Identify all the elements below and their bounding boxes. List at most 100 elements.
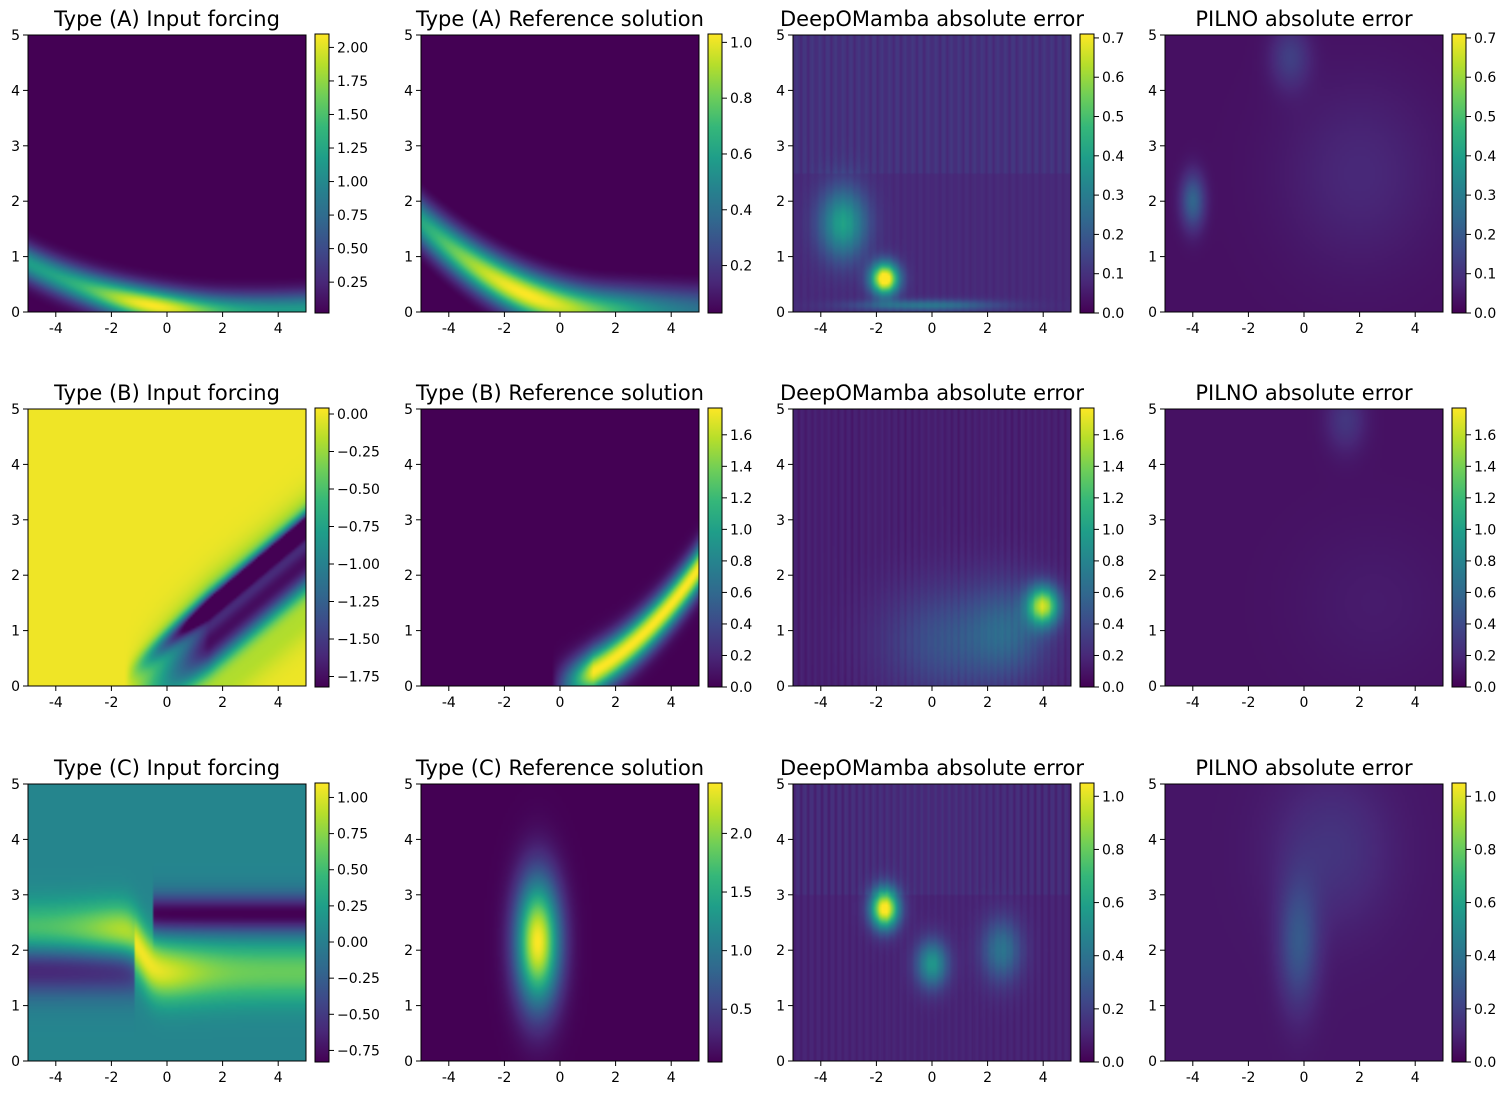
colorbar-tick-label: 0.4 bbox=[730, 203, 752, 219]
y-tick-label: 3 bbox=[776, 139, 785, 155]
y-tick-label: 0 bbox=[1148, 305, 1157, 321]
x-tick-label: -4 bbox=[49, 1070, 63, 1086]
colorbar-tick-label: 1.6 bbox=[1102, 428, 1124, 444]
colorbar-tick-label: 0.00 bbox=[337, 935, 368, 951]
panel-3-2: Type (C) Reference solution -4 -2 0 2 4 0 1 2 3 4 5… bbox=[404, 756, 752, 1086]
y-tick-label: 5 bbox=[776, 402, 785, 418]
colorbar-tick-label: 0.25 bbox=[337, 275, 368, 291]
colorbar-tick-label: 0.3 bbox=[1474, 188, 1496, 204]
colorbar-tick-label: 0.5 bbox=[1102, 110, 1124, 126]
y-tick-label: 0 bbox=[404, 679, 413, 695]
colorbar-tick-label: 0.6 bbox=[1102, 585, 1124, 601]
y-tick-label: 5 bbox=[776, 777, 785, 793]
y-tick-label: 0 bbox=[11, 1054, 20, 1070]
colorbar-tick-label: 1.6 bbox=[730, 428, 752, 444]
colorbar-tick-label: 1.0 bbox=[1102, 522, 1124, 538]
x-tick-label: 4 bbox=[1039, 1070, 1048, 1086]
x-tick-label: -4 bbox=[1186, 1070, 1200, 1086]
x-tick-label: 4 bbox=[1411, 695, 1420, 711]
heatmap-image bbox=[793, 409, 1071, 686]
x-tick-label: 2 bbox=[983, 321, 992, 337]
panel-title: Type (C) Reference solution bbox=[415, 756, 704, 780]
heatmap-image bbox=[28, 409, 306, 686]
y-tick-label: 0 bbox=[404, 305, 413, 321]
y-tick-label: 5 bbox=[1148, 402, 1157, 418]
colorbar-tick-label: −0.50 bbox=[337, 482, 380, 498]
colorbar-tick-label: 0.8 bbox=[730, 554, 752, 570]
x-tick-label: -2 bbox=[497, 1070, 511, 1086]
colorbar-tick-label: 0.0 bbox=[1102, 306, 1124, 322]
colorbar-tick-label: 0.0 bbox=[1474, 1055, 1496, 1071]
y-tick-label: 4 bbox=[11, 457, 20, 473]
y-tick-label: 1 bbox=[404, 624, 413, 640]
colorbar-tick-label: −0.75 bbox=[337, 1043, 380, 1059]
colorbar-tick-label: 1.0 bbox=[730, 522, 752, 538]
x-tick-label: 2 bbox=[611, 321, 620, 337]
x-tick-label: -4 bbox=[442, 1070, 456, 1086]
x-tick-label: 0 bbox=[928, 1070, 937, 1086]
colorbar-tick-label: 1.2 bbox=[730, 491, 752, 507]
colorbar-tick-label: 1.2 bbox=[1474, 491, 1496, 507]
colorbar-tick-label: 1.4 bbox=[1474, 459, 1496, 475]
y-tick-label: 3 bbox=[776, 888, 785, 904]
panel-title: Type (B) Input forcing bbox=[53, 381, 280, 405]
colorbar bbox=[314, 407, 330, 688]
colorbar-tick-label: −1.50 bbox=[337, 632, 380, 648]
panel-3-1: Type (C) Input forcing -4 -2 0 2 4 0 1 2 3 4 5 1.00 0… bbox=[11, 756, 380, 1086]
x-tick-label: -4 bbox=[442, 695, 456, 711]
heatmap-image bbox=[793, 35, 1071, 312]
y-tick-label: 0 bbox=[776, 1054, 785, 1070]
x-tick-label: 0 bbox=[928, 695, 937, 711]
colorbar-tick-label: 1.0 bbox=[730, 35, 752, 51]
panel-1-2: Type (A) Reference solution -4 -2 0 2 4 0 1 2 3 4 5… bbox=[404, 7, 752, 337]
colorbar-tick-label: −0.50 bbox=[337, 1007, 380, 1023]
panel-title: PILNO absolute error bbox=[1195, 7, 1413, 31]
colorbar-tick-label: 0.2 bbox=[1474, 1002, 1496, 1018]
y-tick-label: 2 bbox=[404, 194, 413, 210]
colorbar-tick-label: 0.8 bbox=[1102, 842, 1124, 858]
heatmap-image bbox=[1165, 409, 1443, 686]
x-tick-label: -2 bbox=[104, 321, 118, 337]
x-tick-label: -2 bbox=[104, 1070, 118, 1086]
y-tick-label: 0 bbox=[404, 1054, 413, 1070]
x-tick-label: 0 bbox=[1300, 321, 1309, 337]
x-tick-label: 2 bbox=[983, 1070, 992, 1086]
y-tick-label: 4 bbox=[11, 83, 20, 99]
y-tick-label: 1 bbox=[1148, 999, 1157, 1015]
x-tick-label: 4 bbox=[1039, 695, 1048, 711]
panel-3-3: DeepOMamba absolute error -4 -2 0 2 4 0 1 2 3 4 5 0.… bbox=[776, 756, 1124, 1086]
colorbar-tick-label: 0.0 bbox=[730, 680, 752, 696]
y-tick-label: 4 bbox=[776, 83, 785, 99]
colorbar bbox=[1451, 407, 1467, 688]
x-tick-label: -2 bbox=[869, 1070, 883, 1086]
y-tick-label: 2 bbox=[1148, 194, 1157, 210]
colorbar bbox=[1451, 33, 1467, 314]
colorbar-tick-label: 0.5 bbox=[1474, 110, 1496, 126]
colorbar-tick-label: 1.50 bbox=[337, 107, 368, 123]
colorbar-tick-label: −1.25 bbox=[337, 595, 380, 611]
x-tick-label: -4 bbox=[442, 321, 456, 337]
y-tick-label: 3 bbox=[1148, 888, 1157, 904]
x-tick-label: 2 bbox=[218, 1070, 227, 1086]
y-tick-label: 5 bbox=[404, 28, 413, 44]
colorbar-tick-label: 0.7 bbox=[1474, 31, 1496, 47]
x-tick-label: 0 bbox=[163, 695, 172, 711]
colorbar-tick-label: 0.3 bbox=[1102, 188, 1124, 204]
y-tick-label: 0 bbox=[776, 305, 785, 321]
x-tick-label: -4 bbox=[1186, 321, 1200, 337]
heatmap-image bbox=[1165, 35, 1443, 312]
y-tick-label: 3 bbox=[1148, 513, 1157, 529]
x-tick-label: 4 bbox=[274, 1070, 283, 1086]
y-tick-label: 1 bbox=[1148, 250, 1157, 266]
colorbar-tick-label: −1.00 bbox=[337, 557, 380, 573]
colorbar-tick-label: −0.25 bbox=[337, 971, 380, 987]
y-tick-label: 4 bbox=[776, 832, 785, 848]
x-tick-label: -4 bbox=[814, 695, 828, 711]
colorbar-tick-label: 0.4 bbox=[1474, 149, 1496, 165]
heatmap-image bbox=[1165, 784, 1443, 1061]
colorbar-tick-label: 0.00 bbox=[337, 407, 368, 423]
y-tick-label: 5 bbox=[11, 777, 20, 793]
y-tick-label: 3 bbox=[404, 888, 413, 904]
y-tick-label: 5 bbox=[404, 777, 413, 793]
x-tick-label: 2 bbox=[1355, 695, 1364, 711]
